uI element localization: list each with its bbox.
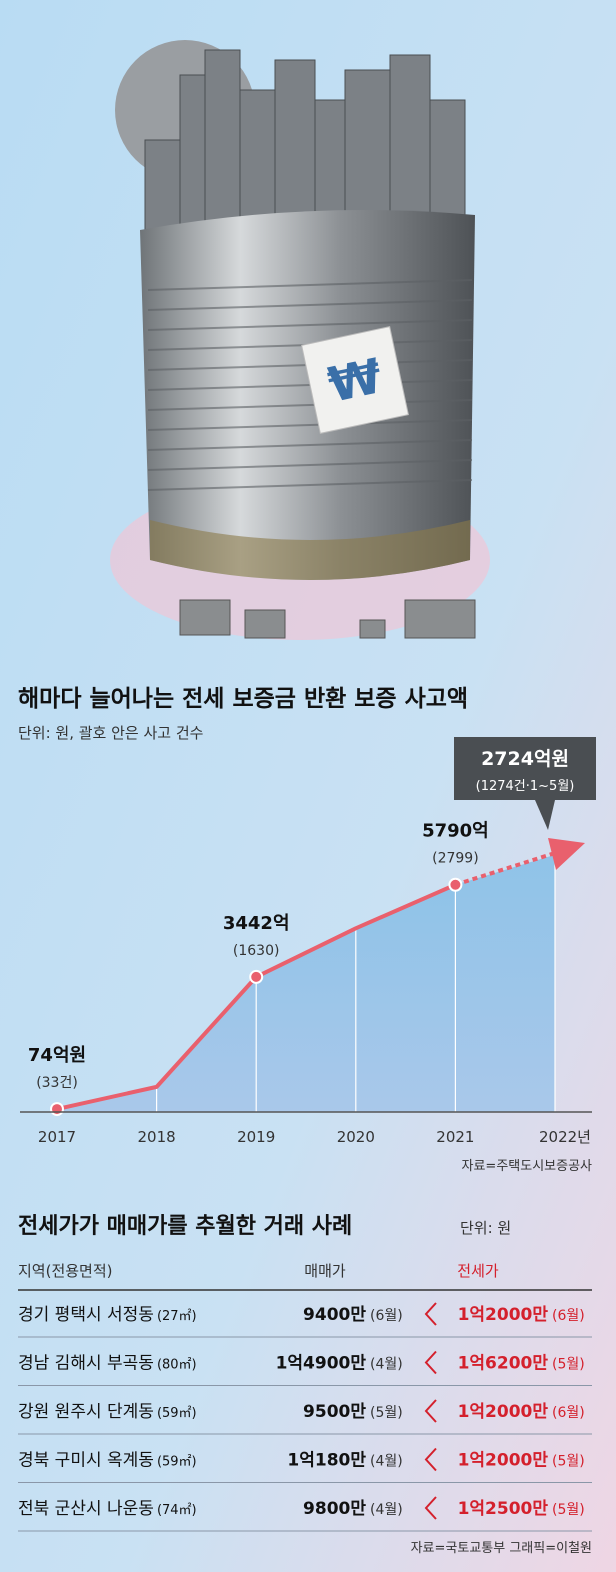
sale-price: 9800만 (303, 1499, 366, 1519)
column-header: 매매가 (304, 1262, 346, 1280)
marker (50, 1102, 64, 1117)
note (301, 326, 409, 434)
x-tick-label: 2018 (138, 1128, 176, 1146)
region-area: (59㎡) (157, 1455, 197, 1470)
table-title: 전세가가 매매가를 추월한 거래 사례 (18, 1214, 352, 1239)
column-header: 전세가 (457, 1262, 499, 1280)
callout-title: 2724억원 (481, 748, 569, 770)
region-area: (80㎡) (157, 1358, 197, 1373)
region-name: 경기 평택시 서정동 (18, 1305, 154, 1325)
chevron (424, 1496, 437, 1520)
marker (249, 969, 264, 984)
sale-month: (4월) (370, 1357, 403, 1373)
x-tick-label: 2019 (237, 1128, 275, 1146)
jeonse-month: (6월) (552, 1308, 585, 1324)
count-label: (33건) (36, 1075, 78, 1091)
jeonse-price: 1억2000만 (458, 1305, 549, 1325)
x-tick-label: 2022년 (539, 1128, 591, 1146)
table-unit: 단위: 원 (460, 1219, 511, 1237)
region: 경북 구미시 옥계동 (59㎡) (18, 1451, 197, 1471)
chart-subtitle: 단위: 원, 괄호 안은 사고 건수 (18, 724, 203, 742)
illustration: ₩ (115, 40, 476, 639)
region-area: (74㎡) (157, 1503, 197, 1518)
sale-month: (5월) (370, 1405, 403, 1421)
region-name: 강원 원주시 단계동 (18, 1402, 154, 1422)
area-extension (455, 854, 555, 1112)
value-label: 5790억 (422, 821, 489, 842)
count-label: (2799) (432, 851, 479, 867)
table: 경기 평택시 서정동 (27㎡) 9400만 (6월) 1억2000만 (6월)경남 김해… (18, 1302, 592, 1532)
sale-price: 9400만 (303, 1305, 366, 1325)
jeonse-month: (5월) (552, 1502, 585, 1518)
callout-box (454, 737, 596, 800)
sale-price: 9500만 (303, 1402, 366, 1422)
marker (448, 877, 463, 892)
value-label: 3442억 (223, 913, 290, 934)
chevron (424, 1447, 437, 1472)
jeonse-price: 1억2500만 (458, 1499, 549, 1519)
sale-price: 1억4900만 (276, 1354, 367, 1374)
jeonse-price: 1억2000만 (458, 1402, 549, 1422)
region-name: 전북 군산시 나운동 (18, 1499, 154, 1519)
chevron (424, 1350, 437, 1375)
count-label: (1630) (233, 943, 280, 959)
region: 경기 평택시 서정동 (27㎡) (18, 1305, 197, 1325)
region: 강원 원주시 단계동 (59㎡) (18, 1402, 197, 1422)
x-tick-label: 2021 (436, 1128, 474, 1146)
chart-title: 해마다 늘어나는 전세 보증금 반환 보증 사고액 (18, 686, 468, 712)
jeonse-month: (5월) (552, 1454, 585, 1470)
credits: 자료=국토교통부 그래픽=이철원 (411, 1541, 592, 1556)
arrow-head (548, 838, 585, 870)
note-sign: ₩ (323, 348, 386, 414)
sale-month: (6월) (370, 1308, 403, 1324)
jeonse-month: (6월) (552, 1405, 585, 1421)
sale-month: (4월) (370, 1454, 403, 1470)
source: 자료=주택도시보증공사 (462, 1159, 593, 1174)
chart: 74억원 (33건) 3442억 (1630) 5790억 (2799) 2017 2018 2… (28, 737, 596, 1146)
can (140, 210, 475, 580)
jeonse-price: 1억6200만 (458, 1354, 549, 1374)
chevron (424, 1302, 437, 1326)
x-tick-label: 2017 (38, 1128, 76, 1146)
value-label: 74억원 (28, 1045, 86, 1066)
x-tick-label: 2020 (337, 1128, 375, 1146)
callout-text: (1274건·1~5월) (476, 779, 575, 794)
region-area: (59㎡) (157, 1406, 197, 1421)
region-name: 경남 김해시 부곡동 (18, 1354, 154, 1374)
jeonse-price: 1억2000만 (458, 1451, 549, 1471)
region: 경남 김해시 부곡동 (80㎡) (18, 1354, 197, 1374)
chevron (424, 1399, 437, 1423)
region-name: 경북 구미시 옥계동 (18, 1451, 154, 1471)
column-header: 지역(전용면적) (18, 1262, 113, 1280)
sale-price: 1억180만 (287, 1451, 366, 1471)
callout-pointer (535, 800, 555, 830)
jeonse-month: (5월) (552, 1357, 585, 1373)
region-area: (27㎡) (157, 1309, 197, 1324)
sale-month: (4월) (370, 1502, 403, 1518)
region: 전북 군산시 나운동 (74㎡) (18, 1499, 197, 1519)
